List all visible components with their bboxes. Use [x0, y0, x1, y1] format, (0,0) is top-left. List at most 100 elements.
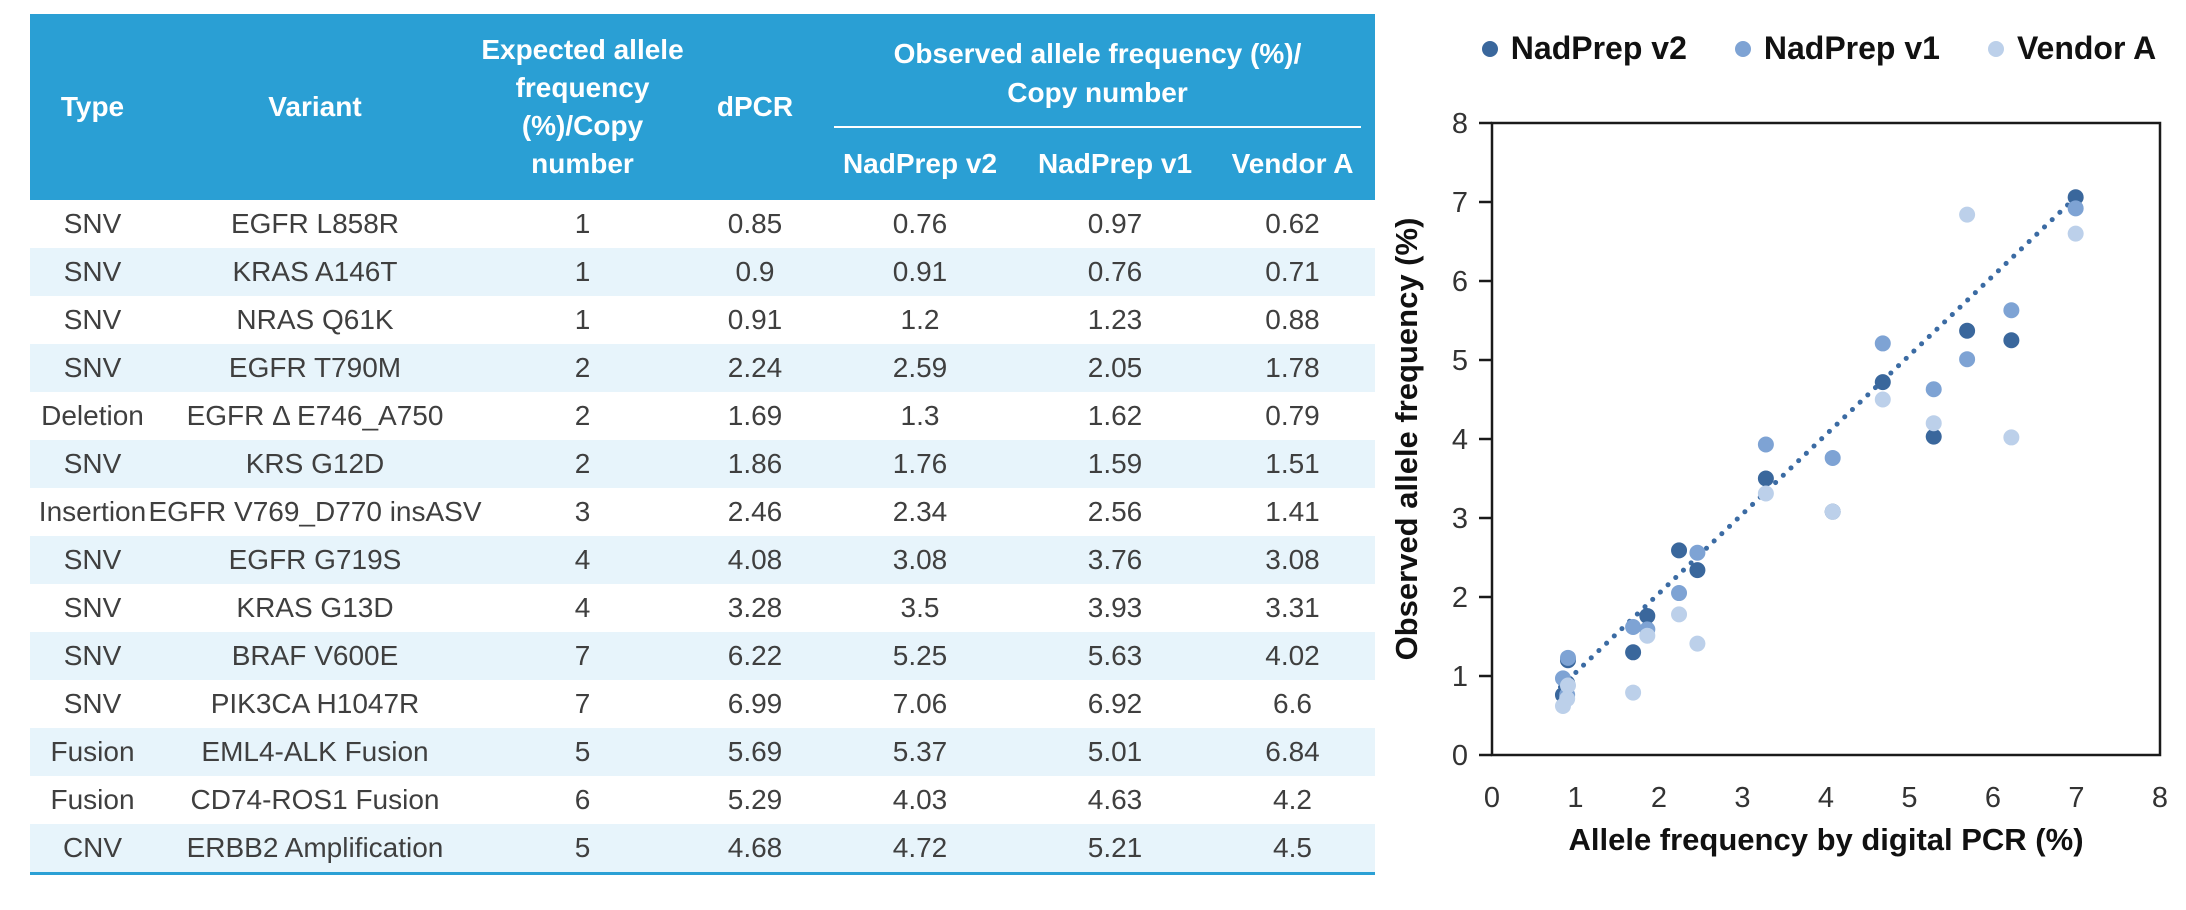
- cell-v1: 6.92: [1087, 688, 1143, 719]
- cell-type: SNV: [63, 352, 122, 383]
- cell-vendor_a: 0.71: [1265, 256, 1320, 287]
- table-row: SNV EGFR L858R 1 0.85 0.76 0.97 0.62: [30, 200, 1375, 248]
- legend-label: Vendor A: [2016, 30, 2157, 66]
- cell-variant: KRS G12D: [245, 448, 385, 479]
- cell-v1: 2.56: [1087, 496, 1143, 527]
- cell-vendor_a: 6.6: [1273, 688, 1312, 719]
- legend-item-vendor-a: Vendor A: [1987, 30, 2157, 67]
- observed-group-title: Observed allele frequency (%)/ Copy numb…: [820, 14, 1375, 126]
- cell-v2: 3.08: [892, 544, 948, 575]
- scatter-point: [1639, 607, 1656, 624]
- scatter-chart-panel: 0 1 2 3 4 5 6 7 8 0 1 2 3 4 5 6 7 8 NadPrep v2 NadPrep v1…: [1380, 0, 2186, 910]
- scatter-point: [1559, 690, 1576, 707]
- scatter-point: [1959, 322, 1976, 339]
- scatter-point: [2003, 332, 2020, 349]
- cell-vendor_a: 6.84: [1265, 736, 1320, 767]
- legend-item-nadprep-v1: NadPrep v1: [1734, 30, 1940, 67]
- scatter-plot: 0 1 2 3 4 5 6 7 8 0 1 2 3 4 5 6 7 8: [1452, 108, 2168, 814]
- x-tick-label: 1: [1567, 782, 1583, 814]
- scatter-point: [1925, 415, 1942, 432]
- scatter-point: [1824, 449, 1841, 466]
- cell-type: Fusion: [50, 784, 135, 815]
- cell-variant: EML4-ALK Fusion: [201, 736, 429, 767]
- cell-vendor_a: 1.51: [1265, 448, 1320, 479]
- cell-variant: ERBB2 Amplification: [186, 832, 444, 863]
- cell-expected: 1: [574, 304, 591, 335]
- cell-dpcr: 0.91: [727, 304, 783, 335]
- table-row: Fusion EML4-ALK Fusion 5 5.69 5.37 5.01 6.84: [30, 728, 1375, 776]
- cell-dpcr: 5.29: [727, 784, 783, 815]
- scatter-point: [1925, 428, 1942, 445]
- scatter-point: [1625, 684, 1642, 701]
- table-row: SNV BRAF V600E 7 6.22 5.25 5.63 4.02: [30, 632, 1375, 680]
- cell-expected: 2: [574, 448, 591, 479]
- cell-type: SNV: [63, 592, 122, 623]
- cell-dpcr: 1.86: [727, 448, 783, 479]
- cell-variant: EGFR T790M: [228, 352, 402, 383]
- scatter-point: [1959, 206, 1976, 223]
- cell-v1: 1.62: [1087, 400, 1143, 431]
- legend-dot-icon: [1734, 40, 1751, 57]
- cell-variant: EGFR L858R: [230, 208, 400, 239]
- expected-header-line: Expected allele: [481, 34, 684, 66]
- legend-dot-icon: [1481, 40, 1498, 57]
- scatter-point: [1925, 381, 1942, 398]
- table-row: Deletion EGFR Δ E746_A750 2 1.69 1.3 1.62 0.79: [30, 392, 1375, 440]
- table-row: Insertion EGFR V769_D770 insASV 3 2.46 2.34 2…: [30, 488, 1375, 536]
- cell-expected: 6: [574, 784, 591, 815]
- cell-v2: 4.72: [892, 832, 948, 863]
- scatter-point: [1757, 485, 1774, 502]
- x-tick-label: 3: [1734, 782, 1750, 814]
- trend-line: [1557, 190, 2084, 690]
- cell-v1: 5.21: [1087, 832, 1143, 863]
- cell-dpcr: 2.46: [727, 496, 783, 527]
- expected-header-line: number: [531, 147, 634, 179]
- cell-v1: 3.93: [1087, 592, 1143, 623]
- scatter-point: [1824, 503, 1841, 520]
- cell-variant: PIK3CA H1047R: [210, 688, 420, 719]
- cell-v2: 1.3: [900, 400, 940, 431]
- expected-header-line: (%)/Copy: [521, 110, 644, 141]
- cell-v1: 2.05: [1087, 352, 1143, 383]
- cell-variant: EGFR V769_D770 insASV: [148, 496, 482, 527]
- cell-variant: CD74-ROS1 Fusion: [190, 784, 440, 815]
- legend-item-nadprep-v2: NadPrep v2: [1481, 30, 1687, 67]
- cell-v1: 1.23: [1087, 304, 1143, 335]
- cell-v1: 3.76: [1087, 544, 1143, 575]
- x-tick-label: 7: [2068, 782, 2084, 814]
- x-tick-label: 0: [1484, 782, 1500, 814]
- scatter-point: [1689, 562, 1706, 579]
- cell-type: SNV: [63, 208, 122, 239]
- cell-v2: 2.34: [892, 496, 948, 527]
- x-tick-label: 6: [1985, 782, 2001, 814]
- cell-variant: KRAS A146T: [232, 256, 398, 287]
- cell-v1: 5.01: [1087, 736, 1143, 767]
- cell-type: Fusion: [50, 736, 135, 767]
- expected-header-line: frequency: [515, 72, 650, 104]
- table-row: SNV KRAS A146T 1 0.9 0.91 0.76 0.71: [30, 248, 1375, 296]
- observed-subheader-row: NadPrep v2 NadPrep v1 Vendor A: [820, 128, 1375, 200]
- y-tick-label: 3: [1452, 503, 1468, 535]
- observed-group-title-line2: Copy number: [1007, 77, 1188, 108]
- cell-v2: 3.5: [900, 592, 940, 623]
- scatter-point: [1671, 606, 1688, 623]
- y-tick-label: 2: [1452, 582, 1468, 614]
- table-row: CNV ERBB2 Amplification 5 4.68 4.72 5.21 4.5: [30, 824, 1375, 872]
- cell-variant: EGFR Δ E746_A750: [186, 400, 444, 431]
- cell-v1: 0.97: [1087, 208, 1143, 239]
- cell-v1: 0.76: [1087, 256, 1143, 287]
- observed-group-divider: [834, 126, 1361, 128]
- cell-variant: EGFR G719S: [228, 544, 402, 575]
- scatter-point: [1757, 470, 1774, 487]
- scatter-point: [1874, 335, 1891, 352]
- y-tick-label: 6: [1452, 266, 1468, 298]
- cell-expected: 1: [574, 256, 591, 287]
- scatter-point: [2003, 302, 2020, 319]
- cell-type: SNV: [63, 544, 122, 575]
- cell-v2: 0.91: [892, 256, 948, 287]
- cell-dpcr: 6.99: [727, 688, 783, 719]
- cell-v1: 4.63: [1087, 784, 1143, 815]
- plot-border: [1490, 121, 2162, 757]
- cell-expected: 7: [574, 688, 591, 719]
- y-tick-label: 0: [1452, 740, 1468, 772]
